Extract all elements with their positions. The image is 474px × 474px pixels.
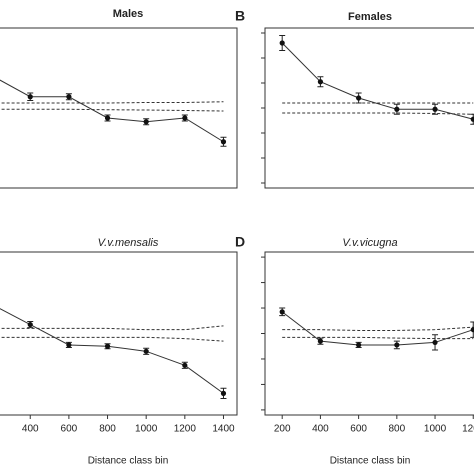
point	[104, 115, 111, 121]
x-tick-label: 400	[312, 424, 329, 435]
point	[432, 339, 438, 346]
x-tick-label: 200	[274, 424, 291, 435]
plot-frame	[264, 251, 474, 416]
panel-title: Males	[113, 8, 144, 20]
correlogram-line	[281, 311, 474, 346]
plot-area	[0, 79, 227, 147]
x-axis-label: Distance class bin	[88, 456, 169, 467]
point	[279, 309, 285, 315]
envelope-lower	[0, 108, 224, 112]
point	[317, 79, 324, 85]
envelope-lower	[0, 336, 224, 342]
point	[66, 94, 72, 100]
point	[470, 116, 474, 122]
point	[143, 348, 149, 354]
point	[279, 40, 285, 46]
plot-frame	[264, 27, 474, 189]
x-tick-label: 1200	[174, 424, 197, 435]
envelope-lower	[282, 336, 474, 340]
plot-area	[279, 307, 474, 351]
x-tick-label: 600	[61, 424, 78, 435]
x-tick-label: 1200	[462, 424, 474, 435]
point	[182, 115, 188, 121]
panel-title: V.v.mensalis	[98, 237, 159, 249]
correlogram-line	[0, 79, 224, 143]
point	[356, 95, 362, 101]
point	[182, 362, 188, 368]
point	[317, 338, 324, 344]
plot-area	[0, 308, 227, 399]
point	[394, 342, 400, 348]
x-tick-label: 1000	[424, 424, 447, 435]
plot-area	[279, 35, 474, 125]
x-tick-label: 400	[22, 424, 39, 435]
point	[143, 119, 149, 125]
x-tick-label: 1000	[135, 424, 158, 435]
envelope-upper	[0, 101, 224, 104]
point	[394, 106, 400, 112]
panel-letter: B	[235, 8, 245, 24]
panel-title: Females	[348, 11, 392, 23]
point	[356, 342, 362, 348]
x-tick-label: 800	[388, 424, 405, 435]
x-axis-label: Distance class bin	[330, 456, 411, 467]
point	[104, 343, 111, 349]
correlogram-line	[281, 42, 474, 120]
point	[432, 106, 438, 112]
envelope-upper	[282, 326, 474, 331]
x-tick-label: 800	[99, 424, 116, 435]
plot-frame	[0, 251, 238, 416]
plot-frame	[0, 27, 238, 189]
point	[27, 321, 33, 328]
x-tick-label: 1400	[212, 424, 235, 435]
point	[66, 342, 72, 348]
x-tick-label: 600	[350, 424, 367, 435]
panel-title: V.v.vicugna	[342, 237, 397, 249]
correlogram-line	[0, 308, 224, 394]
envelope-upper	[0, 325, 224, 331]
panel-letter: D	[235, 234, 245, 250]
point	[27, 94, 33, 100]
point	[220, 139, 227, 145]
envelope-lower	[282, 112, 474, 115]
point	[220, 390, 227, 396]
point	[470, 327, 474, 333]
